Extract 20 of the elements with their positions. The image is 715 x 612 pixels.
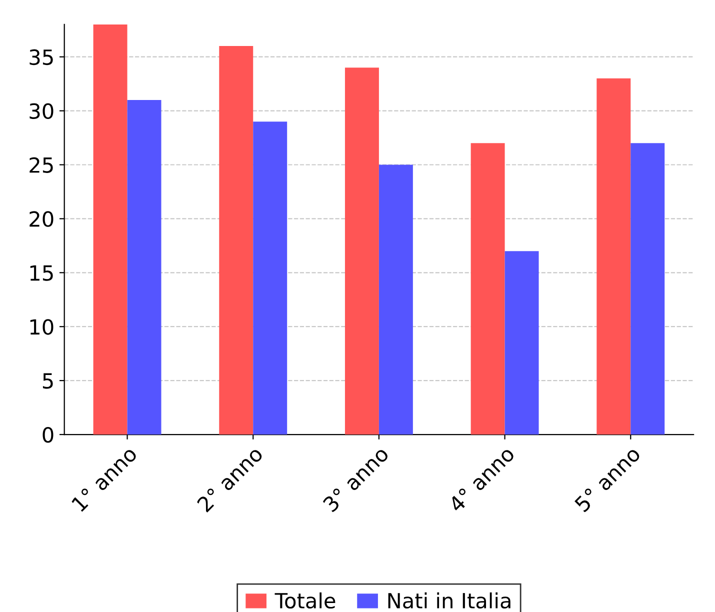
bar [127,100,162,435]
bar [596,78,631,435]
bar [504,251,539,435]
bar [219,46,254,435]
y-tick-label: 35 [30,49,53,66]
bar [378,164,413,435]
bar [470,143,505,435]
y-tick-label: 5 [42,373,53,389]
y-tick-label: 10 [30,319,54,335]
y-tick-label: 25 [30,157,53,173]
y-tick-label: 20 [30,211,54,227]
y-tick-label: 0 [42,426,54,443]
y-tick-label: 30 [30,103,54,120]
bar [93,24,128,435]
legend-label: Totale [274,592,336,609]
bar [253,122,288,435]
bar [630,143,665,435]
y-tick-label: 15 [30,265,53,281]
bar [344,68,379,435]
legend-label: Nati in Italia [388,592,510,609]
